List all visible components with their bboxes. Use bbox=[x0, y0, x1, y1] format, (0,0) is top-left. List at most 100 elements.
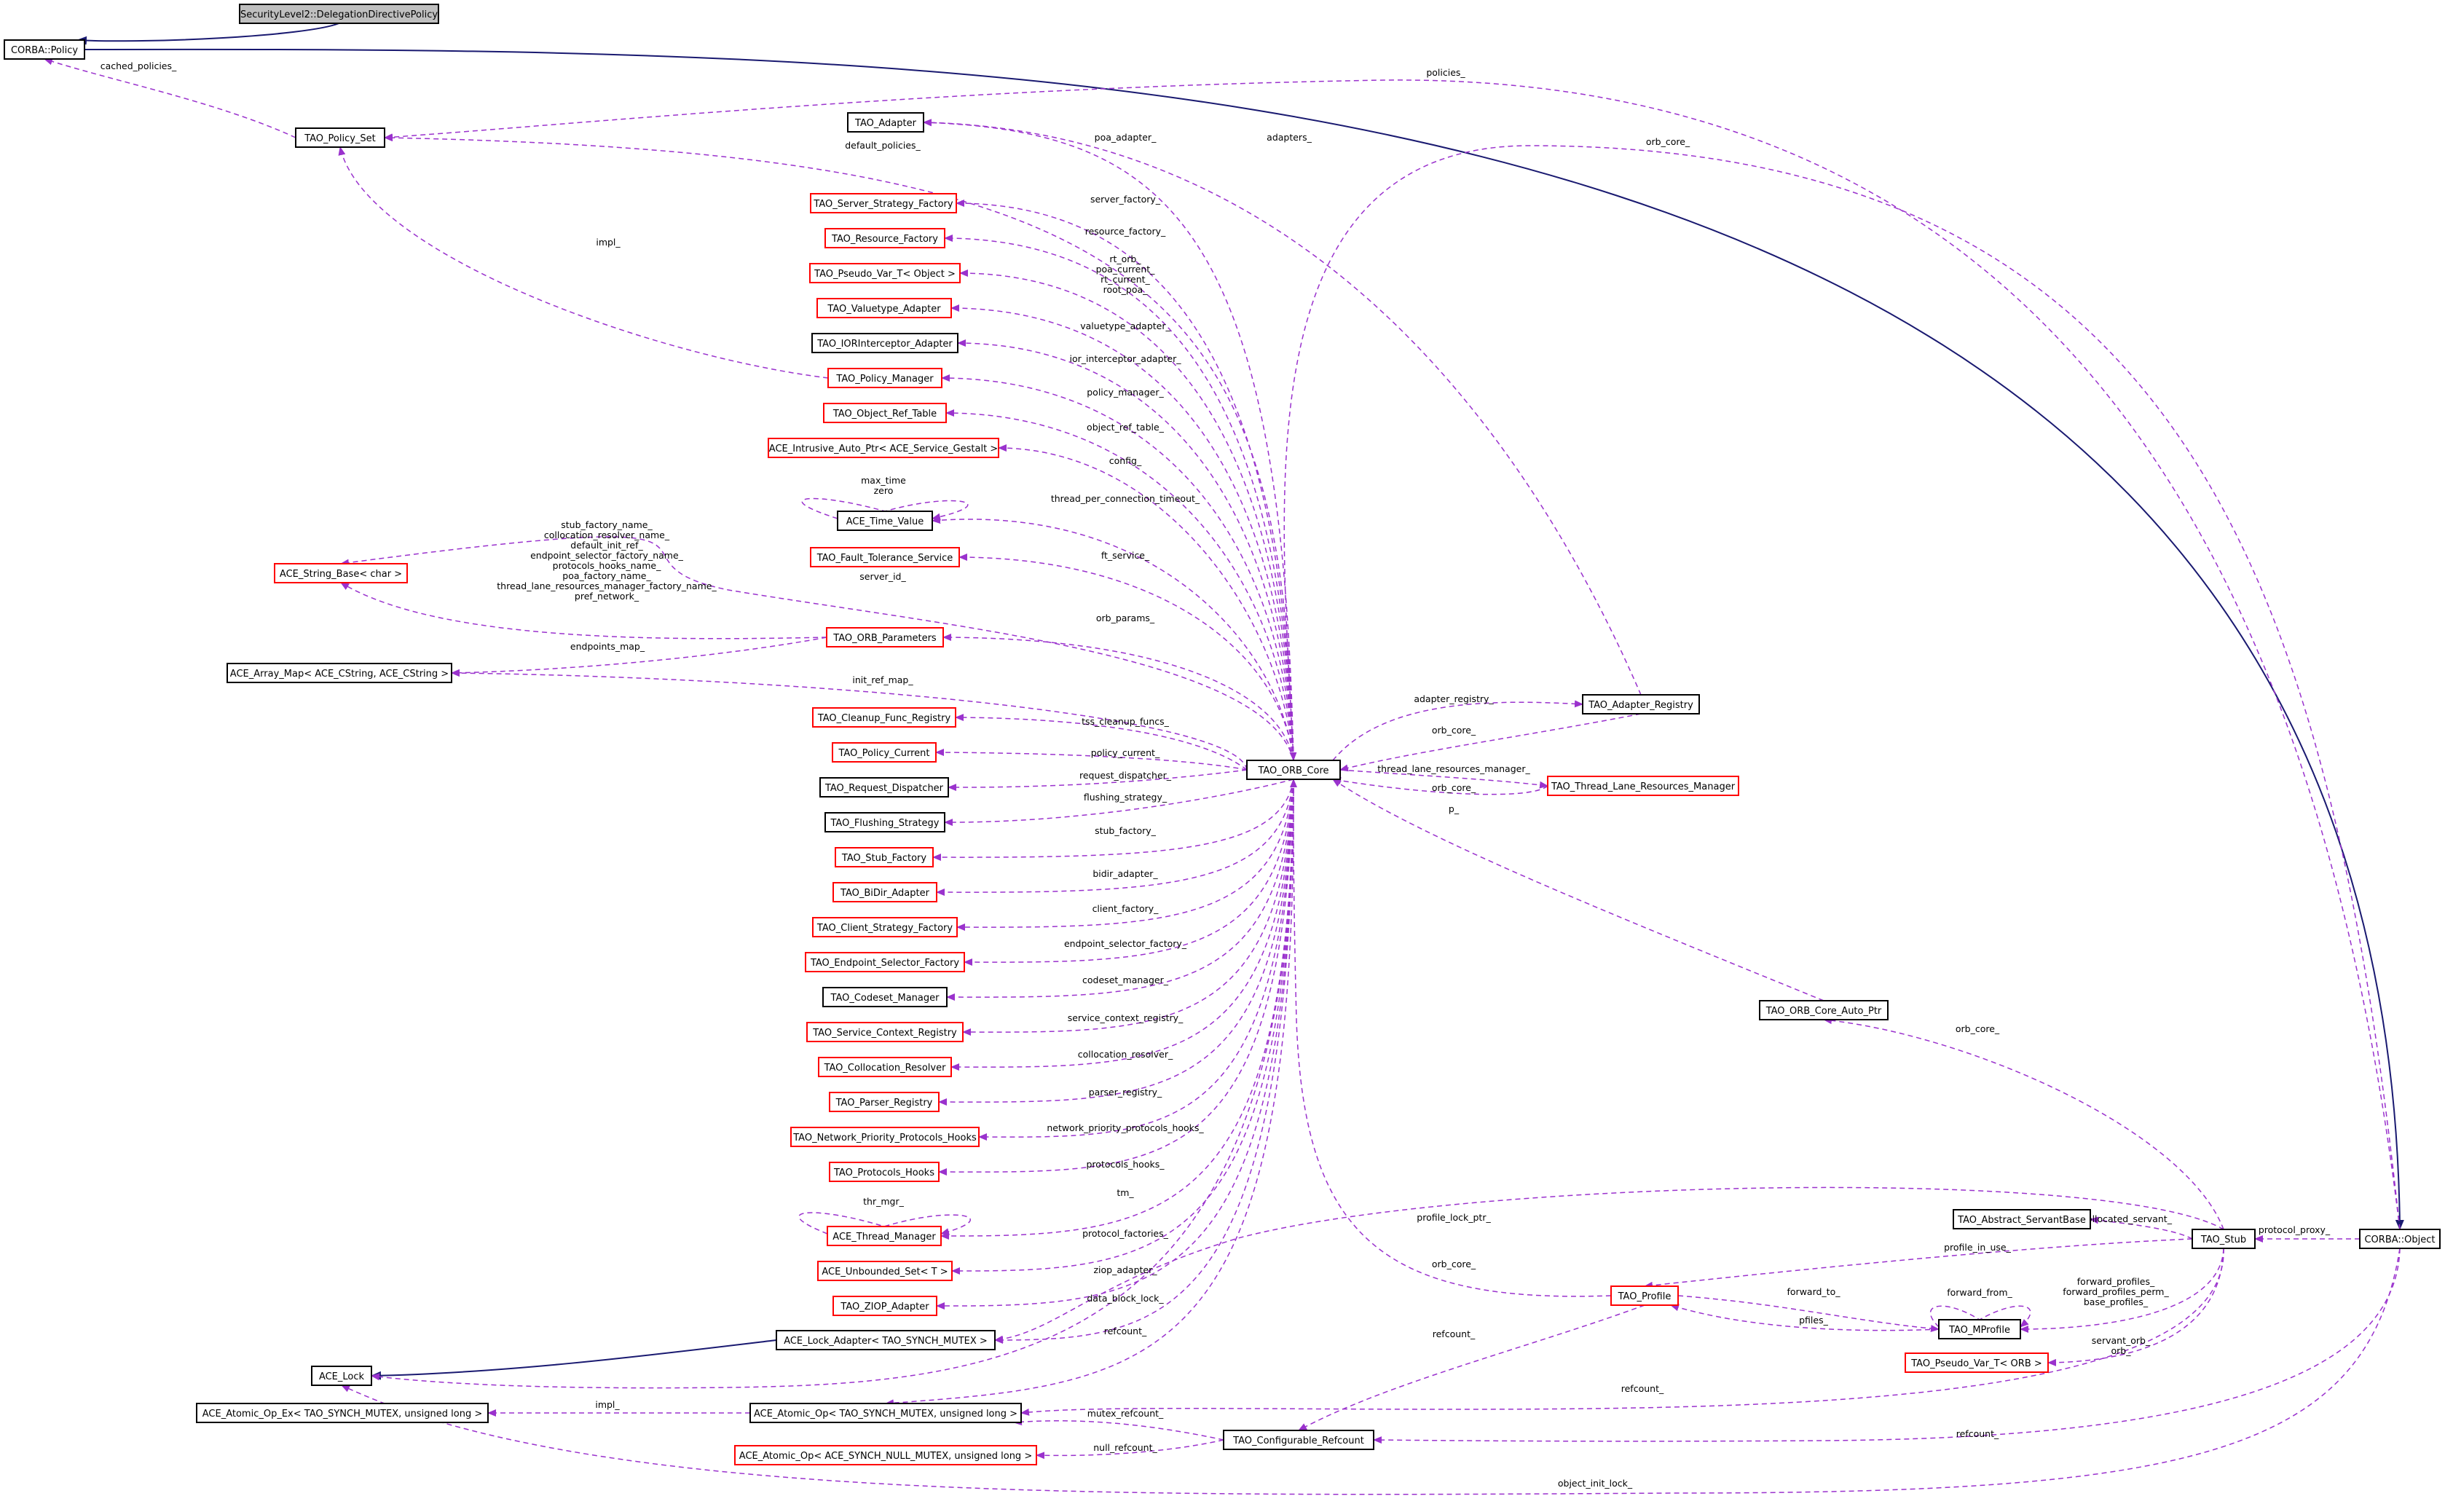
edge-label: refcount_ bbox=[1621, 1383, 1664, 1394]
node-pseudo-orb[interactable]: TAO_Pseudo_Var_T< ORB > bbox=[1905, 1352, 2049, 1373]
edge-label: object_ref_table_ bbox=[1087, 422, 1165, 433]
node-delegation[interactable]: SecurityLevel2::DelegationDirectivePolic… bbox=[239, 4, 439, 24]
node-configurable-refcount[interactable]: TAO_Configurable_Refcount bbox=[1223, 1430, 1374, 1450]
node-codeset-manager[interactable]: TAO_Codeset_Manager bbox=[822, 987, 948, 1007]
node-ace-lock[interactable]: ACE_Lock bbox=[311, 1366, 372, 1386]
node-cleanup-registry[interactable]: TAO_Cleanup_Func_Registry bbox=[812, 707, 956, 728]
edge-orb_core-to-stub_factory bbox=[932, 779, 1294, 862]
node-pseudo-object[interactable]: TAO_Pseudo_Var_T< Object > bbox=[809, 263, 961, 283]
edge-orb_core-to-flushing_strategy bbox=[944, 779, 1294, 827]
node-flushing-strategy[interactable]: TAO_Flushing_Strategy bbox=[824, 812, 945, 832]
node-protocols-hooks[interactable]: TAO_Protocols_Hooks bbox=[829, 1162, 940, 1182]
node-ziop-adapter[interactable]: TAO_ZIOP_Adapter bbox=[832, 1296, 937, 1316]
edge-label: cached_policies_ bbox=[101, 60, 177, 71]
edge-orb_core-to-unbounded_set bbox=[951, 779, 1294, 1275]
node-network-priority[interactable]: TAO_Network_Priority_Protocols_Hooks bbox=[790, 1127, 980, 1147]
node-label: TAO_Service_Context_Registry bbox=[812, 1028, 957, 1039]
node-policy-current[interactable]: TAO_Policy_Current bbox=[832, 742, 937, 763]
node-abstract-servant[interactable]: TAO_Abstract_ServantBase bbox=[1953, 1209, 2091, 1229]
node-server-strategy[interactable]: TAO_Server_Strategy_Factory bbox=[810, 193, 957, 213]
node-atomic-op-ex[interactable]: ACE_Atomic_Op_Ex< TAO_SYNCH_MUTEX, unsig… bbox=[196, 1403, 489, 1423]
node-label: TAO_Stub_Factory bbox=[841, 853, 926, 864]
node-atomic-op[interactable]: ACE_Atomic_Op< TAO_SYNCH_MUTEX, unsigned… bbox=[749, 1403, 1022, 1423]
edge-label: stub_factory_name_ collocation_resolver_n… bbox=[497, 519, 717, 602]
edge-label: request_dispatcher_ bbox=[1079, 770, 1172, 781]
node-orb-core-auto-ptr[interactable]: TAO_ORB_Core_Auto_Ptr bbox=[1759, 1000, 1889, 1020]
edge-orb_core-to-fault_tolerance bbox=[958, 554, 1294, 761]
node-label: ACE_Lock bbox=[319, 1371, 365, 1382]
node-lock-adapter[interactable]: ACE_Lock_Adapter< TAO_SYNCH_MUTEX > bbox=[776, 1330, 996, 1350]
node-client-strategy[interactable]: TAO_Client_Strategy_Factory bbox=[812, 917, 958, 937]
edge-orb_parameters-to-array_map bbox=[451, 637, 827, 677]
node-parser-registry[interactable]: TAO_Parser_Registry bbox=[829, 1092, 940, 1112]
edge-label: thr_mgr_ bbox=[863, 1196, 904, 1207]
edge-orb_core-to-bidir_adapter bbox=[936, 779, 1294, 897]
node-array-map[interactable]: ACE_Array_Map< ACE_CString, ACE_CString … bbox=[227, 663, 452, 683]
node-label: TAO_Request_Dispatcher bbox=[824, 783, 944, 794]
node-adapter-registry[interactable]: TAO_Adapter_Registry bbox=[1582, 694, 1700, 714]
edge-label: resource_factory_ bbox=[1085, 226, 1166, 237]
node-thread-manager[interactable]: ACE_Thread_Manager bbox=[827, 1226, 942, 1246]
node-label: TAO_Resource_Factory bbox=[831, 234, 938, 245]
node-label: ACE_Atomic_Op_Ex< TAO_SYNCH_MUTEX, unsig… bbox=[202, 1409, 482, 1420]
node-resource-factory[interactable]: TAO_Resource_Factory bbox=[824, 228, 945, 248]
node-label: TAO_IORInterceptor_Adapter bbox=[816, 339, 953, 350]
node-object-ref-table[interactable]: TAO_Object_Ref_Table bbox=[823, 403, 947, 423]
node-service-context[interactable]: TAO_Service_Context_Registry bbox=[806, 1022, 964, 1042]
node-collocation-resolver[interactable]: TAO_Collocation_Resolver bbox=[818, 1057, 952, 1077]
edge-policy_manager-to-policy_set bbox=[338, 146, 829, 379]
node-stub[interactable]: TAO_Stub bbox=[2192, 1229, 2256, 1249]
node-unbounded-set[interactable]: ACE_Unbounded_Set< T > bbox=[817, 1261, 953, 1281]
nodes-layer: SecurityLevel2::DelegationDirectivePolic… bbox=[4, 4, 2441, 1465]
node-fault-tolerance[interactable]: TAO_Fault_Tolerance_Service bbox=[810, 547, 960, 567]
edge-thread_manager-to-thread_manager bbox=[798, 1212, 971, 1235]
node-corba-object[interactable]: CORBA::Object bbox=[2359, 1229, 2441, 1249]
edge-orb_parameters-to-string_base bbox=[340, 582, 827, 639]
node-label: ACE_Time_Value bbox=[846, 516, 924, 527]
edge-orb_core-to-orb_parameters bbox=[942, 634, 1294, 761]
node-label: ACE_Atomic_Op< ACE_SYNCH_NULL_MUTEX, uns… bbox=[739, 1451, 1032, 1462]
edge-label: orb_core_ bbox=[1432, 1259, 1476, 1269]
edge-label: orb_core_ bbox=[1646, 136, 1690, 147]
node-intrusive-ptr[interactable]: ACE_Intrusive_Auto_Ptr< ACE_Service_Gest… bbox=[768, 438, 999, 458]
node-stub-factory[interactable]: TAO_Stub_Factory bbox=[835, 847, 934, 867]
edge-label: ft_service_ bbox=[1101, 550, 1150, 561]
node-label: TAO_Profile bbox=[1618, 1291, 1672, 1302]
edge-label: adapter_registry_ bbox=[1414, 693, 1494, 704]
node-policy-manager[interactable]: TAO_Policy_Manager bbox=[827, 368, 942, 388]
node-orb-parameters[interactable]: TAO_ORB_Parameters bbox=[826, 627, 944, 647]
edge-orb_core-to-adapter bbox=[923, 119, 1294, 761]
node-thread-lane[interactable]: TAO_Thread_Lane_Resources_Manager bbox=[1547, 776, 1739, 796]
node-atomic-op-null[interactable]: ACE_Atomic_Op< ACE_SYNCH_NULL_MUTEX, uns… bbox=[734, 1445, 1037, 1465]
edge-orb_core-to-thread_manager bbox=[940, 779, 1294, 1240]
edge-orb_core-to-codeset_manager bbox=[946, 779, 1294, 1001]
node-request-dispatcher[interactable]: TAO_Request_Dispatcher bbox=[819, 777, 949, 798]
edge-orb_core-to-resource_factory bbox=[944, 235, 1294, 761]
node-policy-set[interactable]: TAO_Policy_Set bbox=[295, 127, 385, 148]
node-string-base[interactable]: ACE_String_Base< char > bbox=[274, 563, 408, 583]
node-orb-core[interactable]: TAO_ORB_Core bbox=[1246, 760, 1341, 780]
node-corba-policy[interactable]: CORBA::Policy bbox=[4, 39, 85, 60]
node-time-value[interactable]: ACE_Time_Value bbox=[837, 511, 933, 531]
node-label: TAO_Policy_Set bbox=[304, 133, 376, 144]
edge-orb_core-to-ace_lock bbox=[371, 779, 1294, 1389]
node-profile[interactable]: TAO_Profile bbox=[1610, 1285, 1679, 1306]
edge-label: thread_per_connection_timeout_ bbox=[1051, 493, 1200, 504]
node-label: TAO_Pseudo_Var_T< ORB > bbox=[1910, 1358, 2042, 1369]
node-label: TAO_ORB_Core_Auto_Ptr bbox=[1765, 1006, 1882, 1017]
node-mprofile[interactable]: TAO_MProfile bbox=[1938, 1319, 2021, 1339]
edge-orb_core-to-atomic_op bbox=[885, 779, 1294, 1407]
edge-label: null_refcount_ bbox=[1093, 1442, 1157, 1453]
node-bidir-adapter[interactable]: TAO_BiDir_Adapter bbox=[832, 882, 937, 902]
node-ior-interceptor[interactable]: TAO_IORInterceptor_Adapter bbox=[811, 333, 958, 353]
edge-orb_core-to-intrusive_ptr bbox=[998, 444, 1294, 761]
edge-label: endpoints_map_ bbox=[570, 641, 645, 652]
edge-label: impl_ bbox=[595, 1399, 620, 1410]
edge-label: tm_ bbox=[1117, 1187, 1134, 1198]
node-valuetype[interactable]: TAO_Valuetype_Adapter bbox=[816, 298, 952, 318]
edge-label: mutex_refcount_ bbox=[1087, 1408, 1164, 1419]
edge-label: poa_adapter_ bbox=[1095, 132, 1157, 143]
node-adapter[interactable]: TAO_Adapter bbox=[847, 112, 924, 133]
node-endpoint-selector[interactable]: TAO_Endpoint_Selector_Factory bbox=[805, 952, 965, 972]
edge-stub-to-lock_adapter bbox=[994, 1186, 2224, 1343]
